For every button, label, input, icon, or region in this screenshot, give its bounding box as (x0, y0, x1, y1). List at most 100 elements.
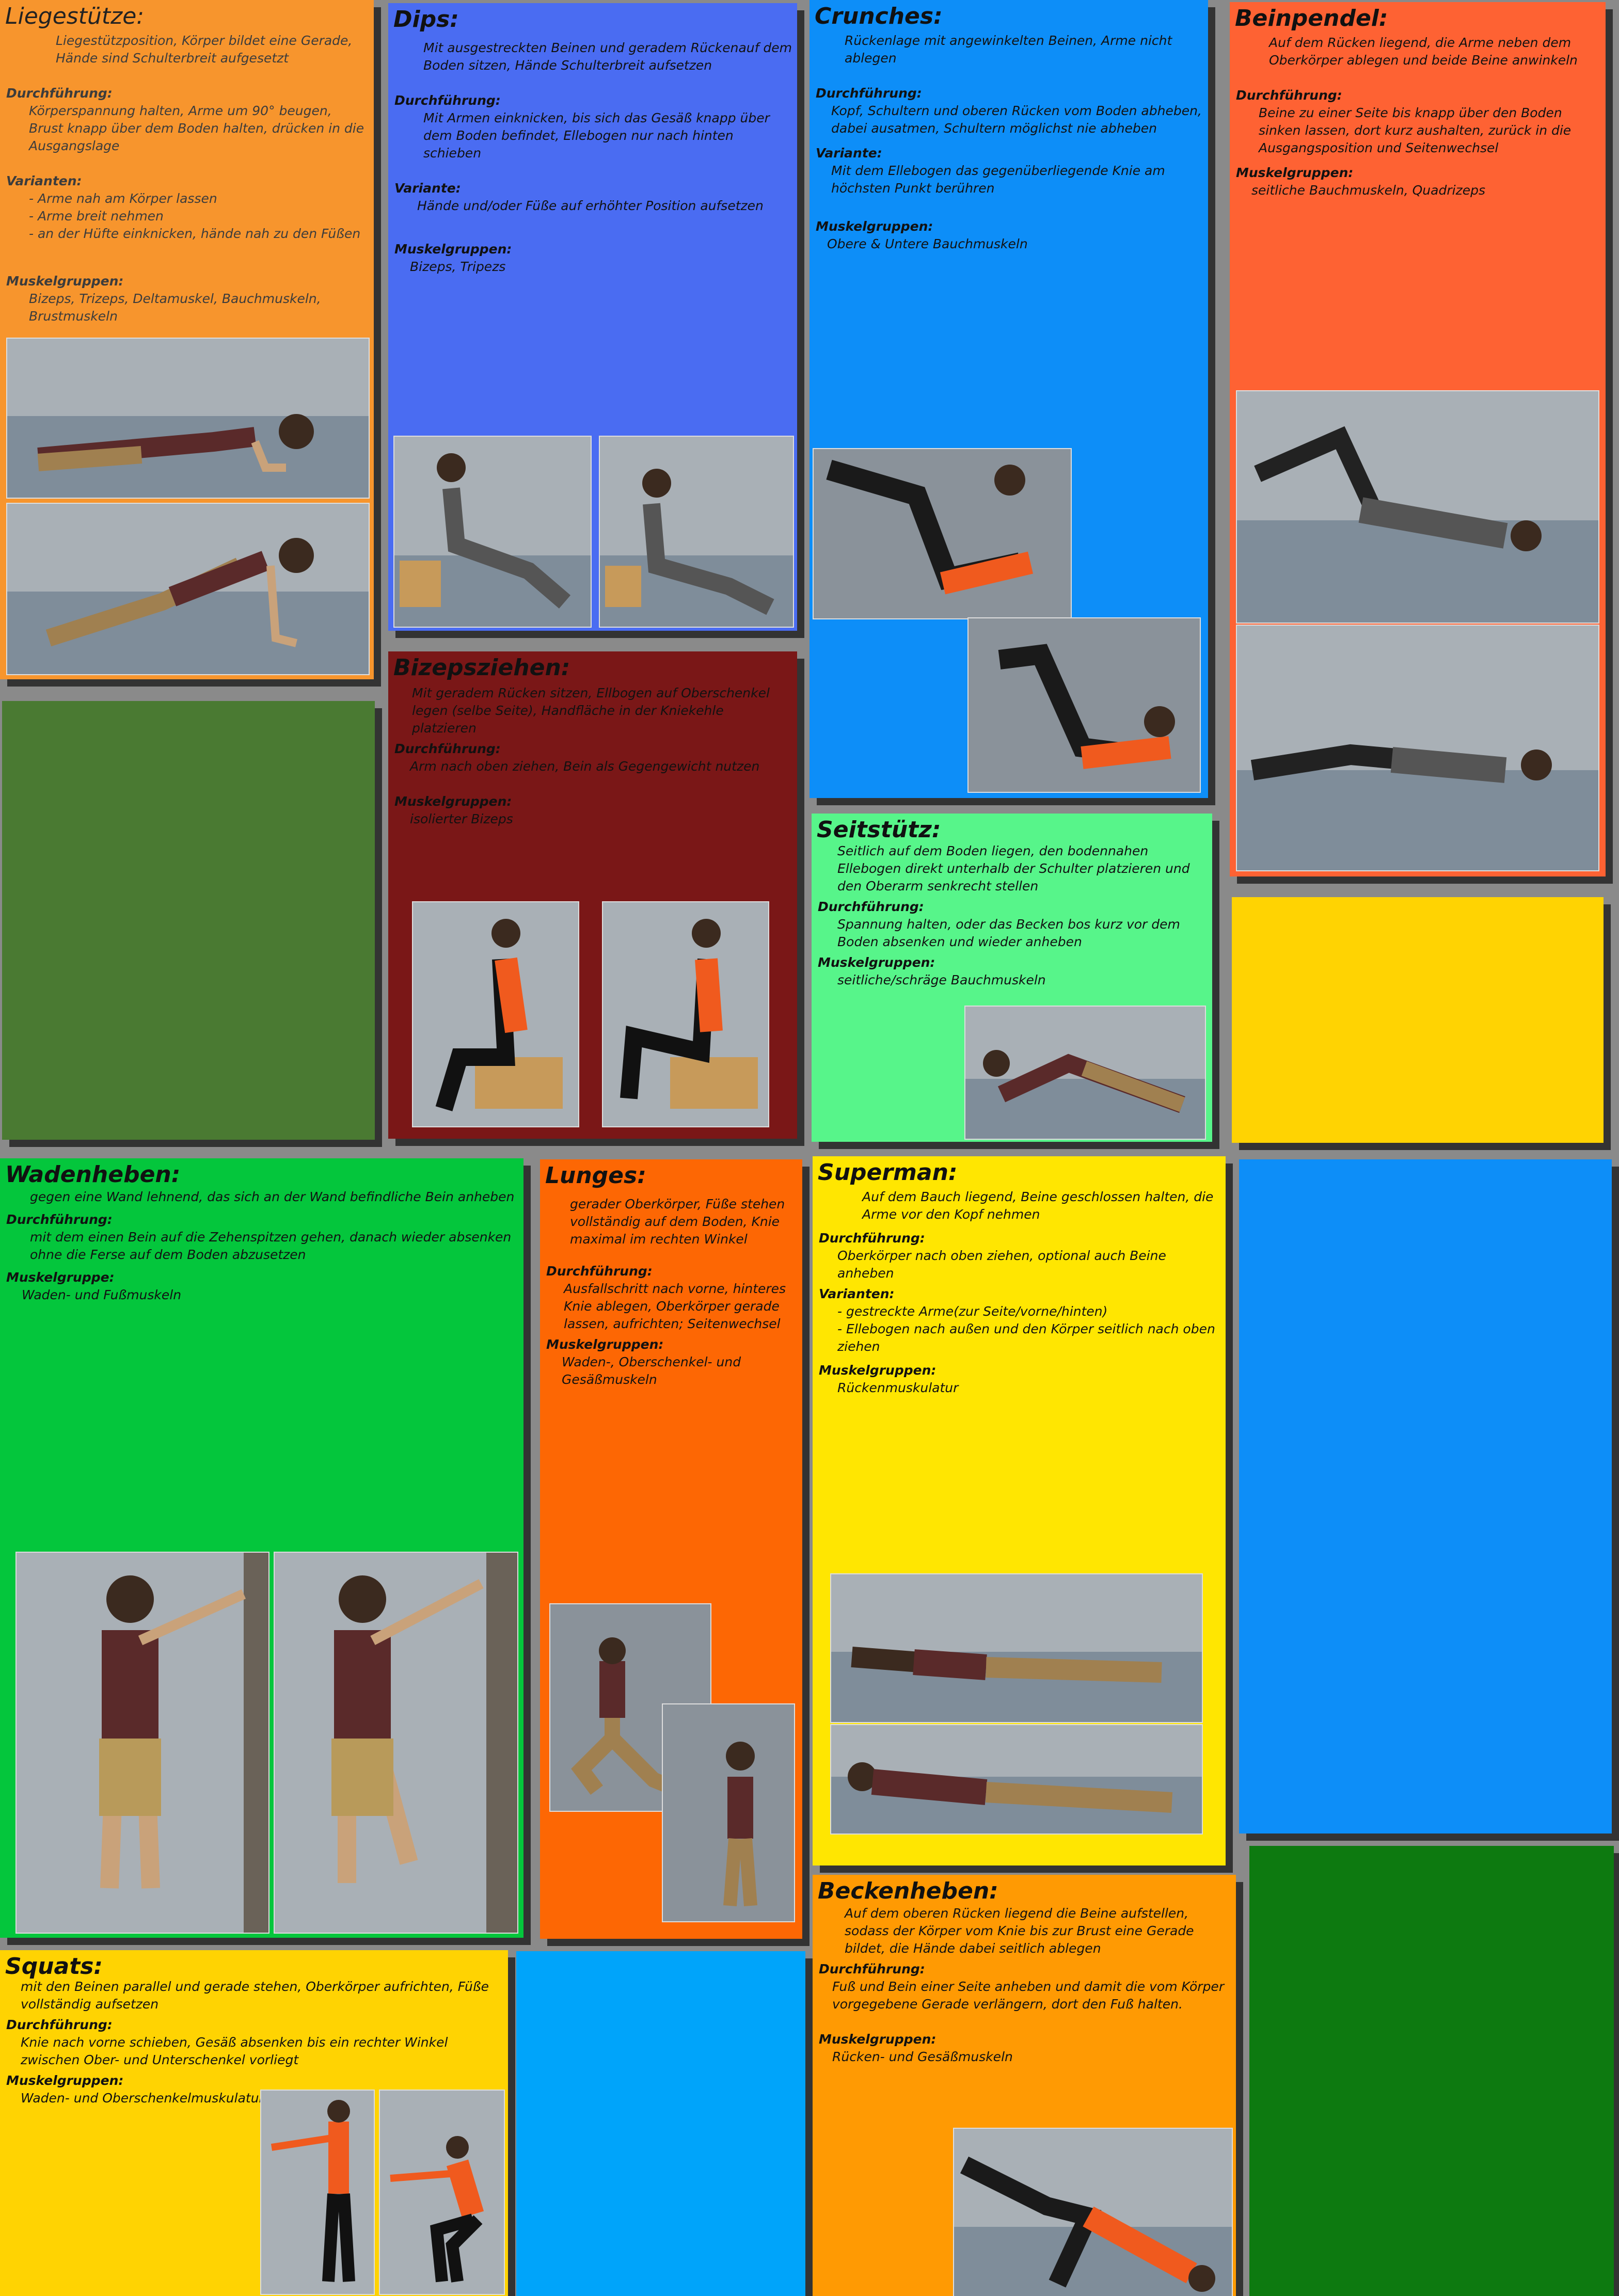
section-text: Arm nach oben ziehen, Bein als Gegengewi… (410, 759, 760, 774)
variant-item: - Arme nah am Körper lassen (29, 191, 217, 206)
filler-blue-block (1239, 1159, 1612, 1833)
section-label: Variante: (394, 181, 461, 196)
card-description: Liegestützposition, Körper bildet eine G… (56, 33, 353, 66)
card-description: Auf dem oberen Rücken liegend die Beine … (845, 1906, 1194, 1956)
section-text: Mit Armen einknicken, bis sich das Gesäß… (423, 110, 770, 161)
card-beinpendel: Beinpendel: Auf dem Rücken liegend, die … (1230, 2, 1606, 876)
section-label: Durchführung: (546, 1264, 653, 1279)
card-bizepsziehen: Bizepsziehen: Mit geradem Rücken sitzen,… (388, 651, 797, 1139)
variant-item: - Arme breit nehmen (29, 209, 164, 224)
card-title: Beckenheben: (818, 1878, 998, 1904)
variant-item: - gestreckte Arme(zur Seite/vorne/hinten… (837, 1304, 1108, 1319)
card-description: Auf dem Rücken liegend, die Arme neben d… (1269, 35, 1578, 68)
exercise-photo-squat-down (379, 2090, 505, 2295)
section-label: Variante: (816, 146, 882, 161)
section-text: mit dem einen Bein auf die Zehenspitzen … (30, 1230, 512, 1262)
exercise-photo-squat-standing (260, 2090, 375, 2295)
exercise-photo-superman-2 (830, 1724, 1203, 1835)
card-title: Beinpendel: (1235, 5, 1388, 31)
exercise-photo-dips-up (393, 436, 592, 628)
section-label: Muskelgruppe: (6, 1270, 115, 1285)
exercise-photo-bicep-pull-1 (412, 901, 579, 1127)
card-title: Seitstütz: (817, 817, 941, 843)
section-text: Bizeps, Trizeps, Deltamuskel, Bauchmuske… (29, 291, 321, 324)
section-label: Durchführung: (6, 2017, 113, 2032)
card-seitstuetz: Seitstütz: Seitlich auf dem Boden liegen… (812, 814, 1212, 1142)
section-text: Körperspannung halten, Arme um 90° beuge… (29, 103, 364, 153)
section-text: Bizeps, Tripezs (410, 259, 506, 274)
card-description: gegen eine Wand lehnend, das sich an der… (30, 1189, 515, 1204)
card-description: Seitlich auf dem Boden liegen, den boden… (837, 843, 1190, 894)
section-label: Muskelgruppen: (819, 1363, 937, 1378)
section-label: Muskelgruppen: (818, 955, 935, 970)
section-text: isolierter Bizeps (410, 811, 513, 826)
card-title: Wadenheben: (5, 1161, 181, 1188)
exercise-photo-crunch-2 (967, 617, 1201, 793)
exercise-photo-crunch-1 (813, 448, 1072, 619)
card-squats: Squats: mit den Beinen parallel und gera… (0, 1950, 508, 2296)
variant-item: - an der Hüfte einknicken, hände nah zu … (29, 226, 361, 241)
exercise-photo-lunge-standing (662, 1703, 795, 1922)
section-label: Muskelgruppen: (394, 794, 512, 809)
section-label: Muskelgruppen: (816, 219, 933, 234)
card-description: Mit geradem Rücken sitzen, Ellbogen auf … (412, 685, 770, 736)
card-title: Bizepsziehen: (393, 655, 570, 681)
section-label: Durchführung: (394, 93, 501, 108)
card-title: Liegestütze: (5, 3, 145, 29)
section-label: Durchführung: (819, 1231, 925, 1246)
card-title: Crunches: (815, 3, 943, 29)
exercise-photo-pushup-low (6, 338, 370, 499)
exercise-photo-side-plank (964, 1006, 1206, 1140)
section-label: Varianten: (6, 173, 82, 188)
filler-gold-block (1232, 897, 1604, 1143)
section-text: Mit dem Ellebogen das gegenüberliegende … (831, 163, 1165, 196)
section-label: Muskelgruppen: (6, 2073, 124, 2088)
exercise-photo-superman-1 (830, 1573, 1203, 1723)
exercise-photo-hip-raise (953, 2128, 1233, 2296)
section-label: Muskelgruppen: (6, 274, 124, 289)
section-text: Knie nach vorne schieben, Gesäß absenken… (21, 2035, 448, 2067)
card-liegestuetze: Liegestütze: Liegestützposition, Körper … (0, 0, 374, 679)
section-label: Muskelgruppen: (1236, 165, 1354, 180)
section-text: Fuß und Bein einer Seite anheben und dam… (832, 1979, 1225, 2012)
card-title: Lunges: (545, 1162, 646, 1189)
section-text: Rücken- und Gesäßmuskeln (832, 2049, 1013, 2064)
section-text: Waden- und Oberschenkelmuskulatur (21, 2091, 264, 2106)
card-superman: Superman: Auf dem Bauch liegend, Beine g… (813, 1156, 1226, 1866)
section-label: Durchführung: (6, 1212, 113, 1227)
section-label: Durchführung: (816, 86, 922, 101)
section-label: Durchführung: (819, 1962, 925, 1976)
card-lunges: Lunges: gerader Oberkörper, Füße stehen … (540, 1159, 802, 1939)
section-text: Waden- und Fußmuskeln (22, 1287, 182, 1302)
section-label: Muskelgruppen: (546, 1337, 664, 1352)
card-description: gerader Oberkörper, Füße stehen vollstän… (570, 1197, 785, 1247)
section-text: Obere & Untere Bauchmuskeln (827, 236, 1028, 251)
card-description: Mit ausgestreckten Beinen und geradem Rü… (423, 40, 792, 73)
section-label: Durchführung: (818, 899, 924, 914)
section-label: Durchführung: (6, 86, 113, 101)
card-title: Squats: (5, 1953, 103, 1980)
card-wadenheben: Wadenheben: gegen eine Wand lehnend, das… (0, 1158, 523, 1938)
section-label: Muskelgruppen: (819, 2032, 937, 2047)
section-label: Muskelgruppen: (394, 242, 512, 257)
section-text: Oberkörper nach oben ziehen, optional au… (837, 1248, 1166, 1281)
section-text: Rückenmuskulatur (837, 1380, 959, 1395)
section-text: Hände und/oder Füße auf erhöhter Positio… (417, 198, 764, 213)
exercise-photo-leg-pendulum-side (1236, 625, 1599, 871)
section-text: seitliche/schräge Bauchmuskeln (837, 972, 1046, 987)
exercise-photo-bicep-pull-2 (602, 901, 769, 1127)
card-description: mit den Beinen parallel und gerade stehe… (21, 1979, 489, 2012)
section-text: seitliche Bauchmuskeln, Quadrizeps (1251, 183, 1485, 198)
card-description: Auf dem Bauch liegend, Beine geschlossen… (862, 1189, 1214, 1222)
exercise-photo-pushup-high (6, 503, 370, 675)
section-label: Varianten: (819, 1286, 895, 1301)
exercise-photo-calf-raise-down (15, 1552, 269, 1934)
card-title: Dips: (393, 6, 459, 33)
filler-cyan-block (516, 1951, 805, 2296)
card-dips: Dips: Mit ausgestreckten Beinen und gera… (388, 3, 797, 631)
section-text: Ausfallschritt nach vorne, hinteres Knie… (564, 1281, 786, 1331)
exercise-photo-leg-pendulum-up (1236, 390, 1599, 624)
section-text: Beine zu einer Seite bis knapp über den … (1259, 105, 1572, 155)
card-title: Superman: (818, 1159, 958, 1186)
exercise-photo-calf-raise-up (274, 1552, 518, 1934)
